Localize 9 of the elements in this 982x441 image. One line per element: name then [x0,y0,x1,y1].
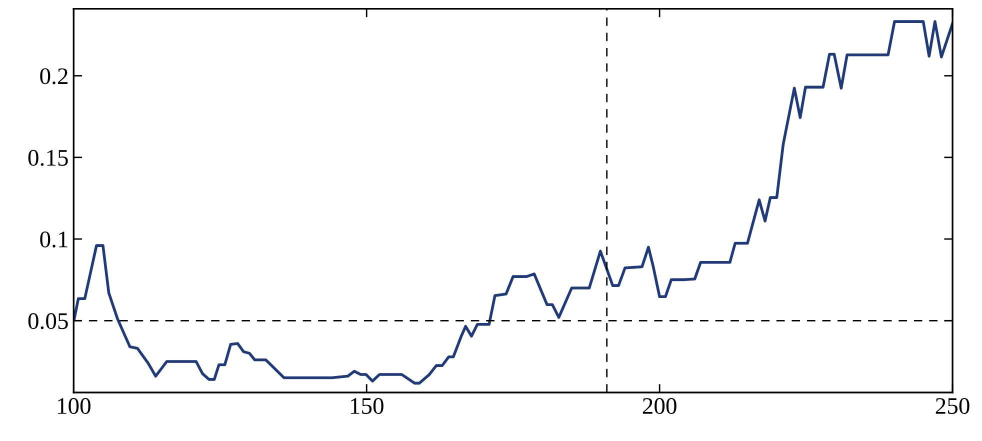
x-tick-label: 150 [350,398,384,414]
y-tick-label: 0.05 [28,313,68,330]
y-tick-label: 0.1 [40,232,68,248]
y-tick-label: 0.15 [28,150,68,166]
line-series [74,20,953,385]
x-tick-label: 200 [642,398,676,414]
x-tick-label: 250 [936,398,970,414]
x-tick-label: 100 [58,398,90,414]
y-tick-label: 0.2 [40,68,68,84]
